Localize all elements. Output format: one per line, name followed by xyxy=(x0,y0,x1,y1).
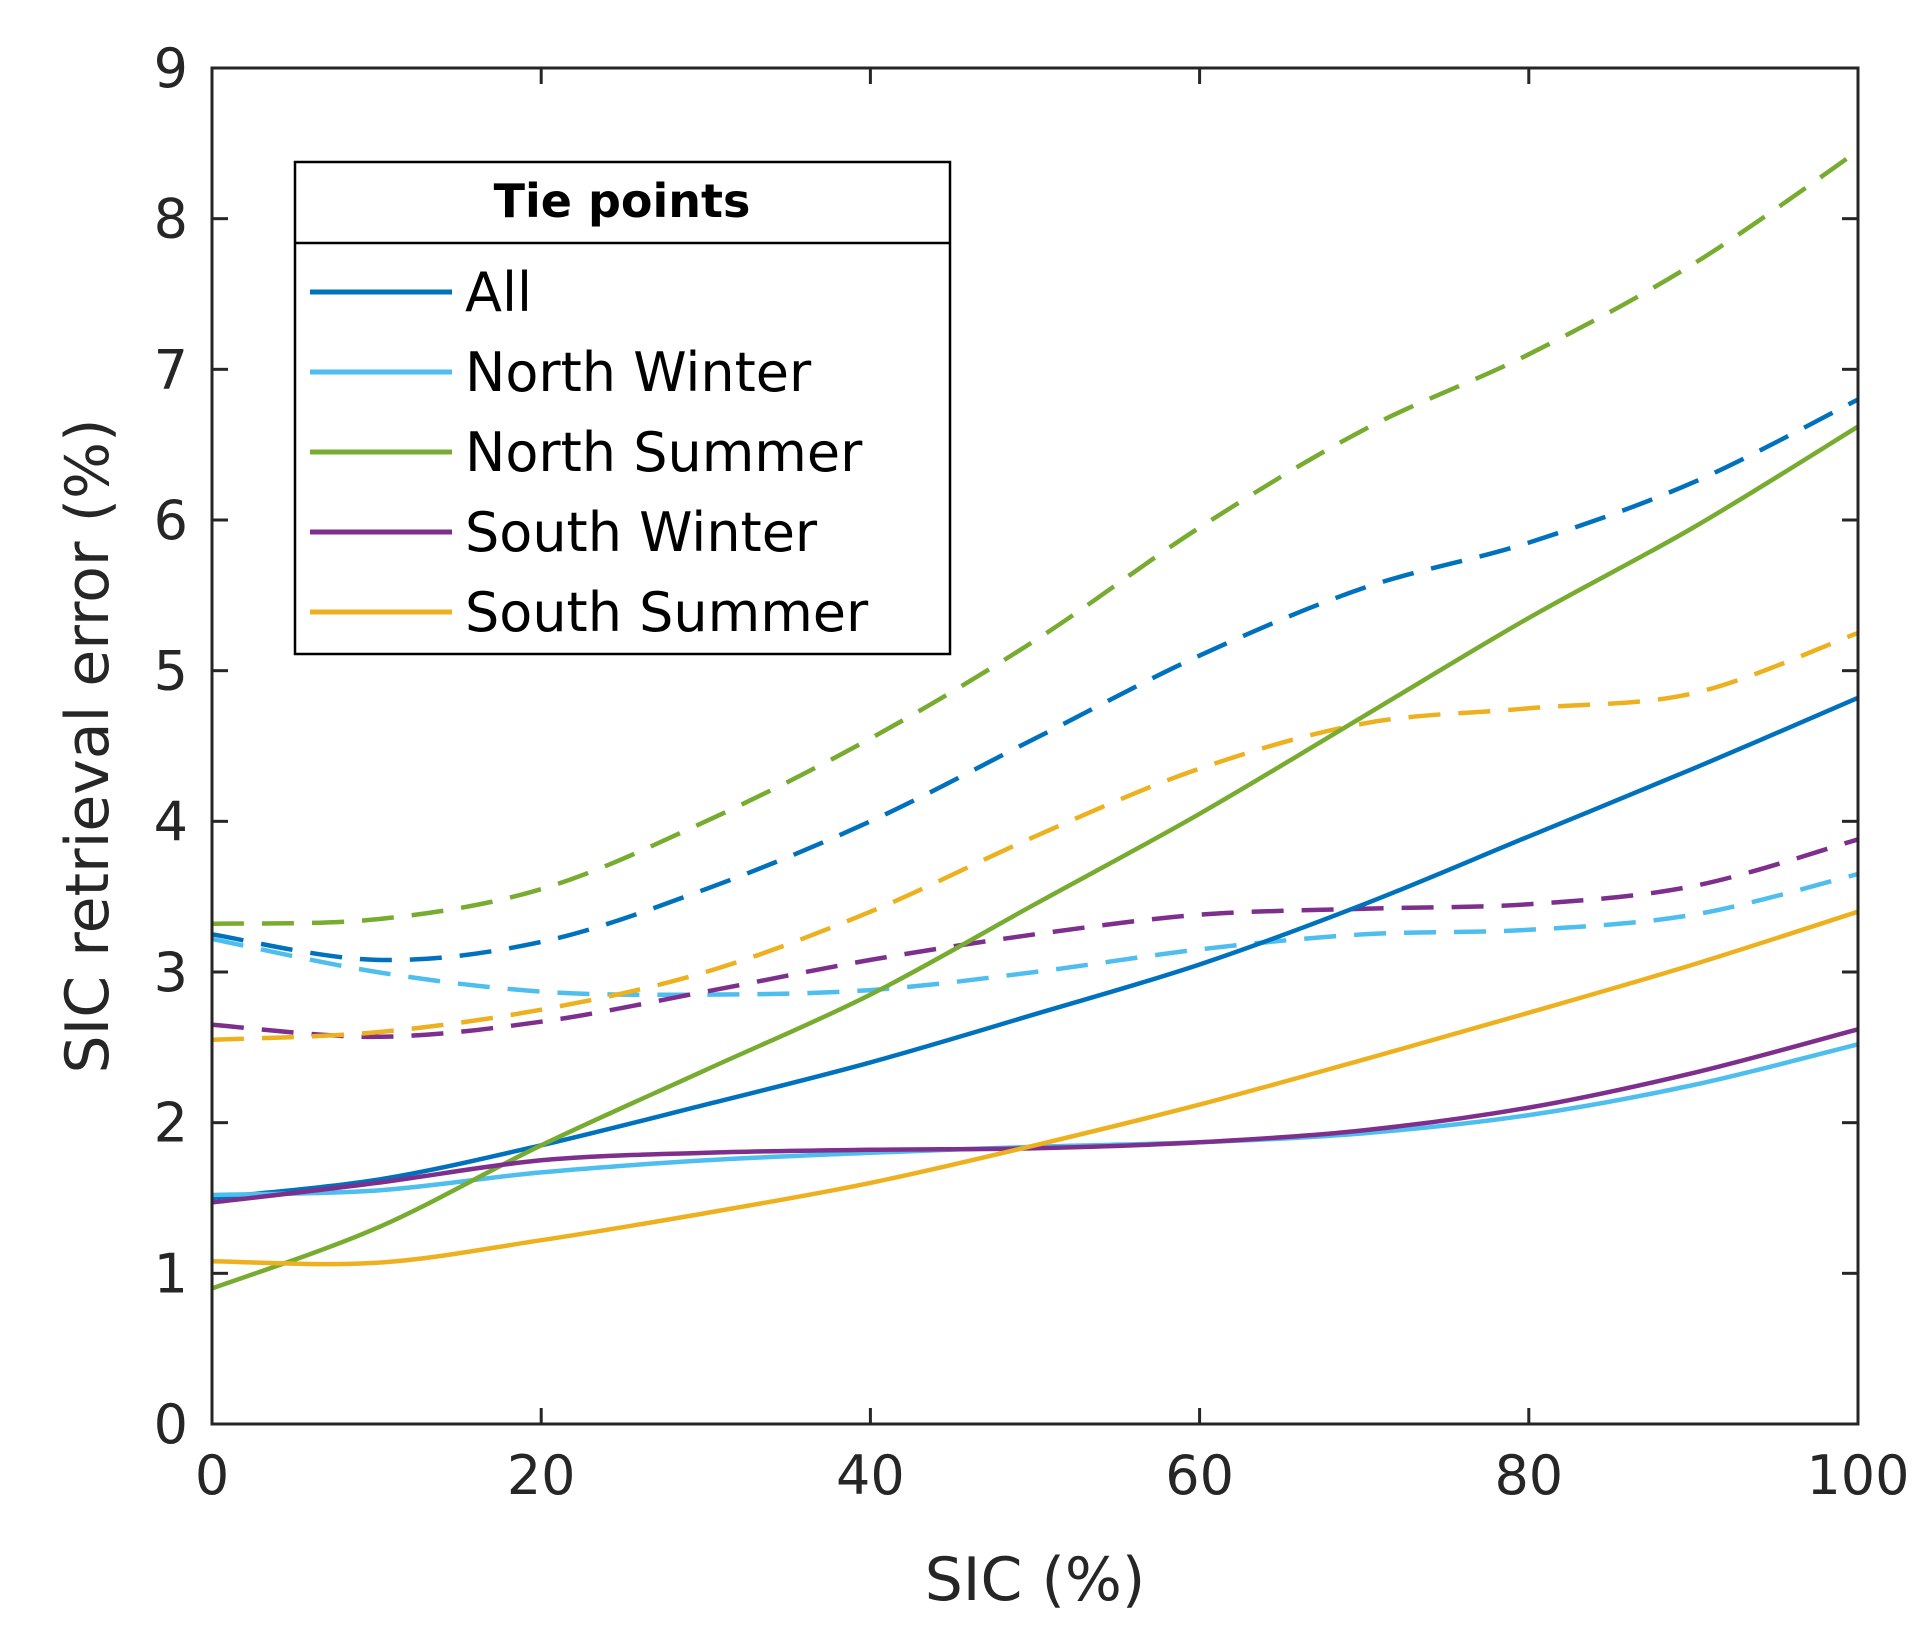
axis-ticks: 0 20 40 60 80 100 0 1 2 3 4 5 6 7 8 9 xyxy=(154,37,1910,1507)
series-line-north-winter-dashed xyxy=(211,871,1859,998)
series-line-all-dashed xyxy=(211,397,1860,963)
y-tick-label: 7 xyxy=(154,338,188,401)
y-tick-label: 8 xyxy=(154,188,188,251)
x-tick-label: 80 xyxy=(1494,1444,1563,1507)
plot-lines xyxy=(211,149,1860,1291)
series-line-north-summer-dashed xyxy=(211,149,1860,927)
series-line-all xyxy=(211,695,1859,1201)
y-axis-title: SIC retrieval error (%) xyxy=(53,419,123,1074)
y-tick-label: 0 xyxy=(154,1393,188,1456)
y-tick-label: 1 xyxy=(154,1242,188,1305)
series-line-south-summer-dashed xyxy=(211,630,1859,1043)
x-tick-label: 60 xyxy=(1165,1444,1234,1507)
legend-label: All xyxy=(465,261,532,324)
x-tick-label: 20 xyxy=(507,1444,576,1507)
legend-title: Tie points xyxy=(494,174,751,228)
series-line-north-summer xyxy=(211,424,1860,1291)
series-line-south-winter-dashed xyxy=(211,837,1859,1040)
x-tick-label: 40 xyxy=(836,1444,905,1507)
y-tick-label: 3 xyxy=(154,941,188,1004)
y-tick-label: 4 xyxy=(154,790,188,853)
x-tick-label: 0 xyxy=(195,1444,229,1507)
y-tick-label: 9 xyxy=(154,37,188,100)
legend-entries: All North Winter North Summer South Winter S… xyxy=(310,261,869,644)
series-line-south-winter xyxy=(211,1027,1859,1205)
y-tick-label: 2 xyxy=(154,1092,188,1155)
y-tick-label: 5 xyxy=(154,640,188,703)
legend-label: South Winter xyxy=(465,501,818,564)
legend: Tie points All North Winter North Summer So… xyxy=(293,160,952,656)
legend-label: North Summer xyxy=(465,421,863,484)
series-line-south-summer xyxy=(211,909,1859,1267)
plot-frame xyxy=(210,66,1860,1426)
y-tick-label: 6 xyxy=(154,489,188,552)
legend-label: South Summer xyxy=(465,581,869,644)
legend-label: North Winter xyxy=(465,341,812,404)
x-axis-title: SIC (%) xyxy=(925,1545,1146,1615)
x-tick-label: 100 xyxy=(1806,1444,1909,1507)
